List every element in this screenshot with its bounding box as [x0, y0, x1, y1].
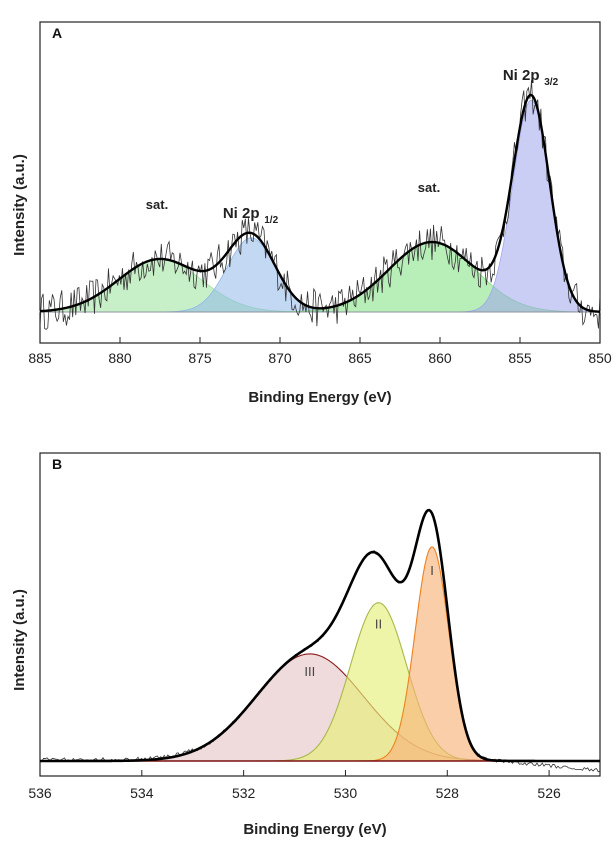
panel-b-letter: B: [52, 456, 62, 472]
component-label: I: [430, 563, 434, 578]
x-tick-label: 870: [268, 350, 292, 366]
panel-b-envelope: [40, 508, 600, 763]
panel-a-raw: [39, 80, 601, 330]
x-tick-label: 534: [130, 785, 154, 801]
peak-label: Ni 2p: [223, 205, 260, 222]
x-tick-label: 532: [232, 785, 256, 801]
x-tick-label: 875: [188, 350, 212, 366]
x-tick-label: 530: [334, 785, 358, 801]
x-tick-label: 880: [108, 350, 132, 366]
panel-b-x-axis: 536 534 532 530 528 526: [28, 770, 561, 801]
panel-a-envelope: [39, 93, 601, 313]
panel-a-xlabel: Binding Energy (eV): [248, 389, 391, 406]
x-tick-label: 536: [28, 785, 52, 801]
component-label: III: [304, 664, 315, 679]
panel-b-components: [40, 546, 600, 762]
x-tick-label: 885: [28, 350, 52, 366]
raw-spectrum: [39, 80, 601, 330]
envelope-fit: [39, 93, 601, 313]
x-tick-label: 855: [508, 350, 532, 366]
panel-b-ylabel: Intensity (a.u.): [11, 589, 28, 691]
panel-a-x-axis: 885 880 875 870 865 860 855 850: [28, 337, 612, 366]
peak-label: Ni 2p: [503, 67, 540, 84]
panel-a-components: [39, 99, 601, 313]
panel-a-peak-labels: sat. Ni 2p 1/2 sat. Ni 2p 3/2: [146, 67, 559, 226]
sat-label: sat.: [418, 180, 440, 195]
x-tick-label: 865: [348, 350, 372, 366]
envelope-fit: [40, 508, 600, 763]
x-tick-label: 528: [436, 785, 460, 801]
peak-label-subscript: 1/2: [264, 215, 278, 226]
peak-label-subscript: 3/2: [544, 77, 558, 88]
panel-b: 536 534 532 530 528 526 B Binding Energy (eV)…: [11, 452, 601, 838]
panel-a-ylabel: Intensity (a.u.): [11, 154, 28, 256]
panel-a-letter: A: [52, 25, 62, 41]
component-label: II: [375, 617, 382, 632]
x-tick-label: 526: [537, 785, 561, 801]
x-tick-label: 850: [588, 350, 612, 366]
sat-label: sat.: [146, 197, 168, 212]
panel-a-frame: [39, 21, 601, 344]
panel-a: 885 880 875 870 865 860 855 850 A Binding Energ…: [11, 21, 612, 406]
panel-b-xlabel: Binding Energy (eV): [243, 821, 386, 838]
x-tick-label: 860: [428, 350, 452, 366]
panel-b-frame: [39, 452, 601, 777]
